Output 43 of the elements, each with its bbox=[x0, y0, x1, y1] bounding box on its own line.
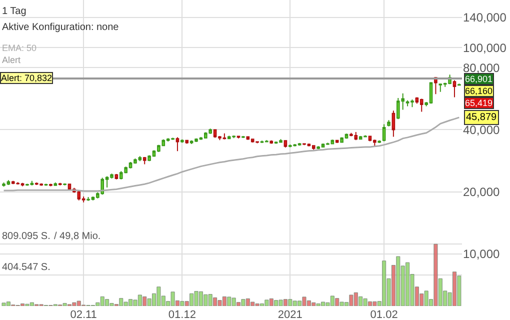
y-tick-label: 80,000 bbox=[463, 60, 500, 75]
y2-tick-label: 404.547 S. bbox=[2, 262, 50, 273]
candlestick bbox=[44, 183, 48, 186]
y-tick-label: 140,000 bbox=[463, 10, 507, 25]
text: EMA: 50 bbox=[2, 43, 37, 53]
x-tick-label: 02.11 bbox=[70, 309, 97, 320]
candlestick bbox=[392, 110, 396, 138]
x-tick-label: 01.12 bbox=[168, 309, 196, 320]
candlestick bbox=[242, 135, 245, 138]
candlestick bbox=[185, 140, 189, 144]
candlestick bbox=[142, 156, 146, 165]
annotation: Alert bbox=[2, 55, 22, 65]
candlestick bbox=[49, 183, 52, 187]
candlestick bbox=[236, 135, 240, 139]
candlestick bbox=[335, 139, 339, 144]
y-tick-label: 40,000 bbox=[463, 122, 500, 137]
text: 66,160 bbox=[465, 86, 493, 96]
x-tick-label: 01.02 bbox=[370, 309, 398, 320]
candlestick bbox=[270, 140, 274, 144]
x-tick-label: 2021 bbox=[278, 309, 302, 320]
text: 1 Tag bbox=[2, 6, 26, 17]
y-tick-label: 100,000 bbox=[463, 40, 507, 55]
text: 66,901 bbox=[465, 74, 493, 84]
candlestick bbox=[54, 182, 58, 186]
candlestick bbox=[58, 182, 62, 186]
line-series bbox=[3, 116, 460, 192]
candlestick bbox=[420, 98, 424, 112]
ref-line-label: Alert: 70,832 bbox=[1, 73, 52, 83]
candlestick bbox=[176, 136, 180, 152]
annotation: Aktive Konfiguration: none bbox=[2, 22, 120, 33]
candlestick bbox=[387, 120, 390, 127]
y2-tick-label: 809.095 S. bbox=[2, 231, 50, 242]
candlestick bbox=[312, 144, 316, 150]
text: 65,419 bbox=[465, 98, 493, 108]
candlestick bbox=[458, 83, 461, 86]
y-tick-label: 20,000 bbox=[463, 185, 500, 200]
annotation: / 49,8 Mio. bbox=[54, 231, 101, 242]
candlestick bbox=[452, 80, 456, 98]
y-tick-label: 10,000 bbox=[463, 247, 500, 262]
candlestick bbox=[63, 182, 66, 186]
candlestick bbox=[284, 140, 288, 148]
data-label: 45,879 bbox=[466, 112, 498, 123]
candlestick bbox=[180, 138, 184, 144]
